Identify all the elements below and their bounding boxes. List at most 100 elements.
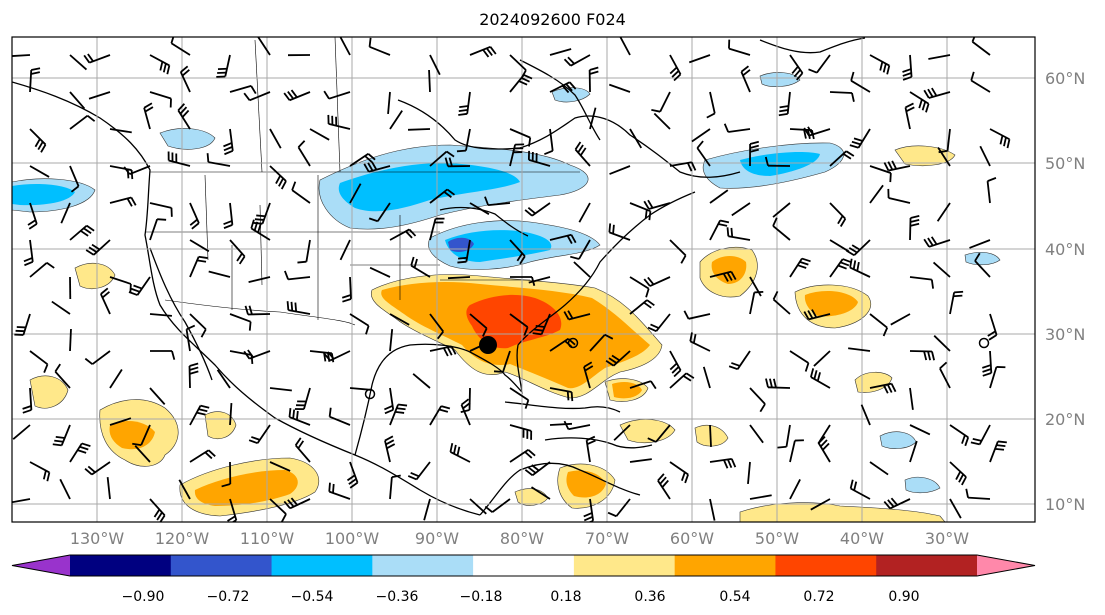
wind-barb (223, 128, 234, 156)
colorbar-segment (876, 555, 978, 576)
wind-barb (123, 165, 151, 175)
colorbar-extend-low (12, 555, 70, 576)
wind-barb (389, 110, 403, 130)
wind-barb (747, 461, 751, 484)
wind-barb (444, 157, 471, 168)
wind-barb (509, 128, 532, 147)
map-frame (11, 36, 1036, 523)
wind-barb (629, 380, 657, 390)
wind-barb (69, 328, 72, 352)
wind-barb (269, 165, 287, 190)
colorbar-tick-label: −0.54 (291, 589, 334, 605)
wind-barb (987, 313, 998, 341)
wind-barb (904, 102, 915, 130)
wind-barb (923, 87, 951, 99)
positive-anomaly-region (804, 290, 858, 317)
wind-barb (528, 276, 551, 284)
wind-barb (327, 114, 351, 130)
wind-barb (923, 236, 951, 248)
wind-barb (810, 368, 831, 389)
wind-barb (970, 71, 991, 93)
wind-barb (29, 128, 47, 153)
wind-barb (23, 239, 34, 267)
map-panel (12, 37, 1035, 522)
wind-barb (549, 387, 574, 402)
wind-barb (429, 217, 445, 241)
wind-barb (143, 102, 154, 130)
wind-barb (829, 91, 855, 102)
wind-barb (909, 387, 914, 410)
colorbar-segment (372, 555, 474, 576)
wind-barb (669, 350, 682, 378)
wind-barb (369, 266, 391, 278)
wind-barb (869, 382, 897, 394)
wind-barb (69, 114, 96, 130)
wind-barb (170, 37, 191, 56)
wind-barb (328, 407, 351, 426)
wind-barb (134, 445, 151, 463)
wind-barb (890, 313, 911, 326)
wind-barb (100, 287, 111, 315)
wind-barb (578, 202, 591, 223)
wind-barb (149, 313, 172, 317)
wind-barb (848, 347, 871, 352)
negative-anomaly-region (740, 152, 820, 176)
wind-barb (412, 373, 431, 389)
wind-barbs (12, 37, 1011, 522)
positive-anomaly-region (194, 470, 298, 506)
wind-barb (933, 335, 951, 352)
wind-barb (849, 479, 871, 500)
wind-barb (588, 66, 599, 93)
wind-barb (570, 239, 591, 260)
colorbar-segment (473, 555, 575, 576)
colorbar-tick-label: 0.18 (550, 589, 581, 605)
wind-barb (524, 461, 551, 477)
wind-barb (647, 313, 671, 333)
wind-barb (284, 270, 311, 281)
wind-barb (189, 404, 210, 426)
wind-barb (349, 313, 370, 335)
wind-barb (749, 387, 766, 413)
negative-anomaly-region (338, 162, 520, 212)
storm-center-marker (479, 336, 497, 354)
wind-barb (206, 153, 231, 167)
wind-barb (979, 145, 991, 167)
wind-barb (291, 181, 311, 204)
wind-barb (106, 477, 111, 500)
wind-barb (484, 196, 511, 206)
wind-barb (189, 255, 208, 278)
wind-barb (986, 177, 997, 204)
lat-label: 60°N (1045, 69, 1085, 88)
wind-barb (283, 89, 311, 102)
wind-barb (629, 202, 652, 221)
wind-barb (469, 313, 488, 337)
wind-barb (669, 372, 695, 389)
wind-barb (829, 150, 855, 167)
wind-barb (339, 239, 351, 261)
wind-barb (749, 290, 764, 315)
colorbar-segment (271, 555, 373, 576)
wind-barb (346, 461, 359, 489)
wind-barb (965, 488, 991, 500)
lon-label: 70°W (585, 529, 629, 548)
wind-barb (12, 498, 31, 504)
wind-barb (709, 498, 716, 521)
wind-barb (764, 156, 791, 167)
wind-barb (458, 91, 471, 116)
lon-label: 90°W (415, 529, 459, 548)
wind-barb (869, 165, 892, 183)
wind-barb (85, 239, 111, 256)
wind-barb (257, 37, 271, 56)
colorbar-tick-label: 0.90 (888, 589, 919, 605)
wind-barb (29, 262, 55, 278)
wind-barb (706, 91, 716, 119)
wind-barb (109, 276, 132, 293)
wind-barb (229, 85, 257, 95)
wind-barb (749, 140, 760, 167)
wind-barb (69, 442, 91, 463)
wind-barb (179, 65, 191, 93)
wind-barb (609, 165, 631, 175)
wind-barb (484, 498, 511, 513)
wind-barb (829, 258, 852, 278)
colorbar (11, 554, 1036, 577)
